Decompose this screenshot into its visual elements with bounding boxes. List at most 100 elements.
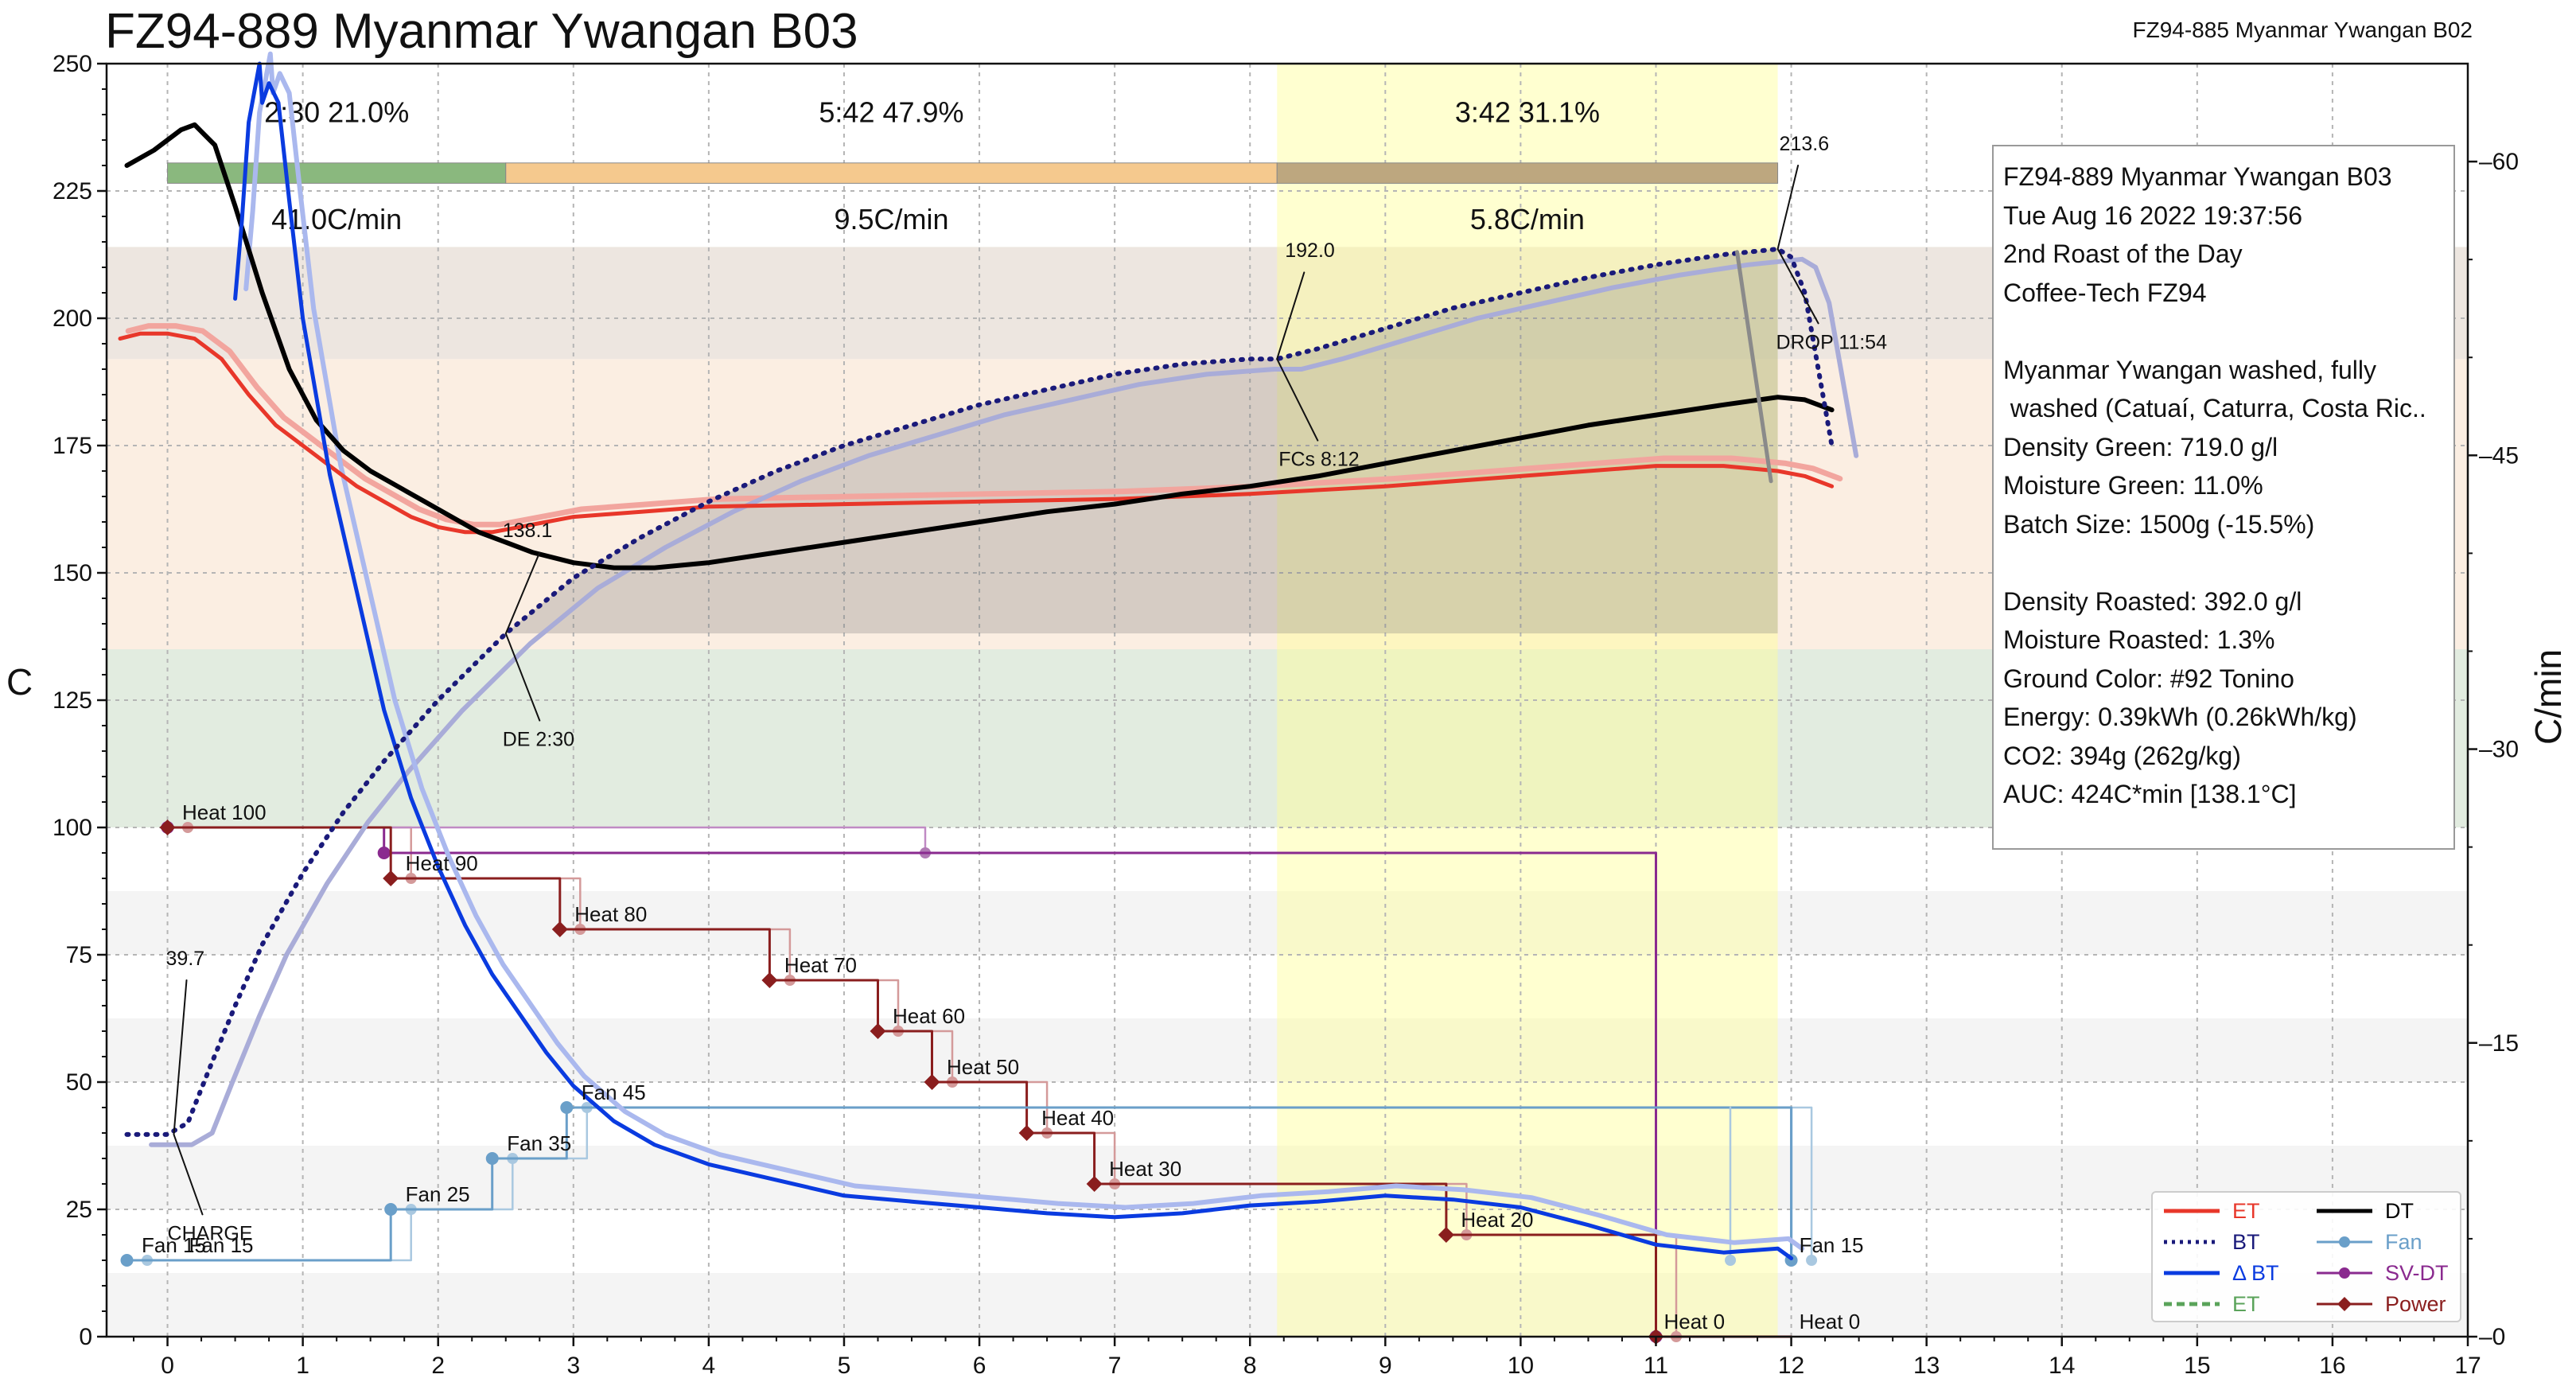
y-right-tick-label: –0 — [2479, 1324, 2505, 1350]
bt-series — [124, 247, 1835, 1137]
y-tick-label: 125 — [53, 687, 92, 714]
legend-label: ET — [2232, 1291, 2260, 1316]
sv-dt-series-marker — [377, 847, 391, 859]
annotation-leader — [1276, 271, 1306, 360]
info-line: washed (Catuaí, Caturra, Costa Ric.. — [2003, 394, 2426, 422]
y-axis-label-left: C — [6, 661, 33, 703]
fan-series-marker — [485, 1152, 499, 1165]
x-tick-label: 10 — [1508, 1353, 1534, 1379]
y-tick-label: 225 — [53, 178, 92, 204]
fan-event-label: Fan 45 — [582, 1080, 646, 1104]
legend-swatch — [2164, 1302, 2220, 1306]
power-series-marker — [1086, 1176, 1103, 1192]
reference-fan-series-marker — [1806, 1255, 1818, 1266]
heat-event-label: Heat 90 — [406, 851, 478, 875]
power-series — [166, 826, 1793, 1338]
heat-event-label: Heat 0 — [1664, 1310, 1725, 1333]
legend-marker — [2339, 1267, 2350, 1279]
info-line: Density Roasted: 392.0 g/l — [2003, 586, 2302, 616]
x-tick-label: 6 — [973, 1353, 986, 1379]
legend-label: SV-DT — [2385, 1260, 2449, 1285]
reference-delta-bt-series — [243, 51, 1805, 1252]
reference-bt-series — [149, 256, 1859, 1147]
y-tick-label: 150 — [53, 560, 92, 586]
info-line: Moisture Green: 11.0% — [2003, 471, 2263, 500]
annotation-leader — [504, 633, 541, 722]
delta-bt-series — [233, 61, 1794, 1260]
legend-item: SV-DT — [2312, 1258, 2449, 1288]
heat-event-label: Heat 30 — [1109, 1157, 1181, 1181]
background-band — [107, 1273, 2468, 1337]
heat-event-label: Heat 70 — [784, 953, 857, 977]
power-series-marker — [551, 921, 568, 937]
x-tick-label: 5 — [838, 1353, 851, 1379]
legend-item: BT — [2159, 1227, 2260, 1257]
info-line: CO2: 394g (262g/kg) — [2003, 741, 2241, 770]
background-band — [107, 891, 2468, 955]
fan-drop-line — [565, 1106, 1793, 1262]
chart-title: FZ94-889 Myanmar Ywangan B03 — [105, 4, 858, 59]
y-tick-label: 75 — [66, 942, 92, 968]
legend-swatch — [2164, 1209, 2220, 1213]
legend-swatch — [2317, 1297, 2372, 1311]
heat-event-label: Heat 20 — [1461, 1208, 1533, 1232]
power-series-marker — [761, 972, 778, 988]
info-line — [2003, 543, 2444, 582]
info-line: Energy: 0.39kWh (0.26kWh/kg) — [2003, 703, 2357, 731]
x-tick-label: 11 — [1644, 1353, 1668, 1379]
annotation-leader — [1776, 248, 1819, 325]
info-line: Moisture Roasted: 1.3% — [2003, 625, 2275, 654]
legend-item: Power — [2312, 1289, 2446, 1319]
x-tick-label: 14 — [2049, 1353, 2075, 1379]
et-series — [118, 331, 1835, 535]
y-right-tick-label: –45 — [2479, 442, 2519, 469]
annotation-value: 39.7 — [166, 948, 205, 970]
phase-bar — [167, 162, 507, 184]
y-right-tick-label: –15 — [2479, 1030, 2519, 1057]
phase-label: 2:30 21.0% — [264, 96, 409, 129]
phase-label: 3:42 31.1% — [1455, 96, 1600, 129]
x-tick-label: 2 — [431, 1353, 445, 1379]
info-line: 2nd Roast of the Day — [2003, 239, 2243, 268]
heat-event-label: Heat 0 — [1800, 1310, 1861, 1333]
info-line: FZ94-889 Myanmar Ywangan B03 — [2003, 162, 2392, 191]
info-line: Density Green: 719.0 g/l — [2003, 432, 2278, 461]
phase-label: 5:42 47.9% — [819, 96, 963, 129]
legend-label: Power — [2385, 1291, 2446, 1316]
x-tick-label: 9 — [1379, 1353, 1392, 1379]
info-line: Coffee-Tech FZ94 — [2003, 278, 2207, 307]
legend-swatch — [2317, 1209, 2372, 1213]
annotation-leader — [173, 979, 188, 1135]
y-right-tick-label: –30 — [2479, 737, 2519, 763]
chart-legend: ET DT BT Fan Δ BT SV-DT ET Power — [2151, 1191, 2461, 1322]
x-tick-label: 4 — [702, 1353, 716, 1379]
legend-label: Δ BT — [2232, 1260, 2279, 1285]
y-tick-label: 25 — [66, 1197, 92, 1223]
power-series-marker — [383, 870, 399, 886]
annotation-event: FCs 8:12 — [1278, 449, 1359, 471]
annotation-leader — [173, 1133, 204, 1216]
auc-area — [505, 248, 1778, 634]
y-right-tick-label: –60 — [2479, 149, 2519, 175]
annotation-leader — [1776, 165, 1800, 250]
info-line: AUC: 424C*min [138.1°C] — [2003, 780, 2297, 808]
reference-drop-line — [1735, 250, 1773, 484]
annotation-value: 138.1 — [503, 520, 553, 542]
legend-label: Fan — [2385, 1229, 2422, 1254]
legend-swatch — [2317, 1267, 2372, 1279]
fan-event-label: Fan 15 — [142, 1233, 206, 1257]
legend-label: DT — [2385, 1198, 2414, 1223]
heat-event-label: Heat 60 — [893, 1004, 965, 1028]
heat-event-label: Heat 50 — [947, 1055, 1019, 1079]
background-band — [107, 1146, 2468, 1209]
fan-event-label: Fan 15 — [1800, 1233, 1864, 1257]
x-tick-label: 8 — [1243, 1353, 1257, 1379]
x-tick-label: 12 — [1778, 1353, 1804, 1379]
legend-item: ET — [2159, 1289, 2260, 1319]
legend-item: ET — [2159, 1196, 2260, 1226]
legend-label: ET — [2232, 1198, 2260, 1223]
legend-swatch — [2164, 1240, 2220, 1244]
x-tick-label: 17 — [2454, 1353, 2481, 1379]
info-line: Myanmar Ywangan washed, fully — [2003, 355, 2376, 384]
fan-series-marker — [384, 1203, 398, 1216]
